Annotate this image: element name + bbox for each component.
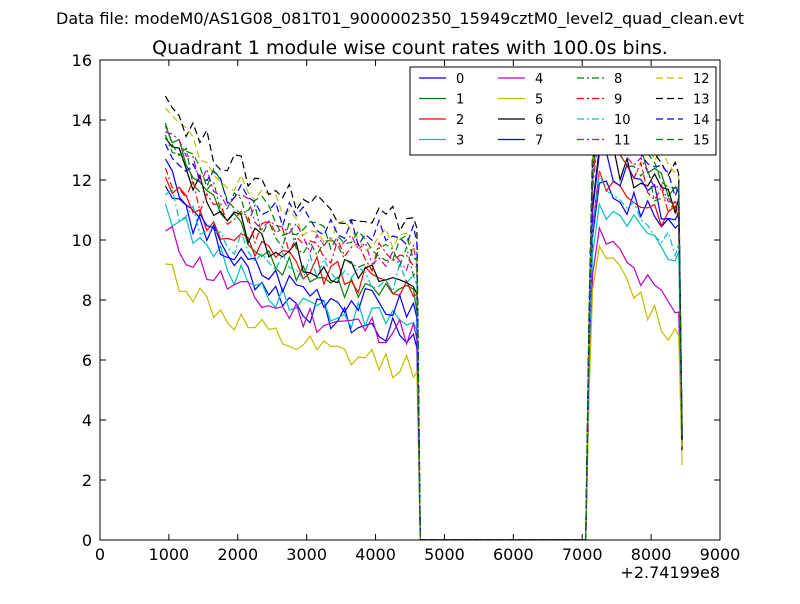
chart-title: Quadrant 1 module wise count rates with … [152, 37, 668, 59]
x-tick-label: 6000 [493, 545, 534, 564]
x-tick-label: 3000 [286, 545, 327, 564]
legend-label-9: 9 [614, 93, 622, 108]
legend-box [409, 66, 717, 156]
series-line-6 [164, 137, 683, 540]
legend-label-11: 11 [614, 134, 631, 149]
file-suptitle: Data file: modeM0/AS1G08_081T01_90000023… [56, 9, 744, 29]
series-line-3 [164, 201, 683, 540]
y-tick-label: 2 [82, 471, 92, 490]
x-tick-label: 8000 [631, 545, 672, 564]
legend-label-1: 1 [456, 93, 464, 108]
x-tick-label: 5000 [424, 545, 465, 564]
x-tick-label: 9000 [700, 545, 741, 564]
y-tick-label: 10 [72, 231, 92, 250]
legend-label-7: 7 [535, 134, 543, 149]
series-line-10 [165, 171, 683, 540]
y-tick-label: 8 [82, 291, 92, 310]
y-tick-label: 14 [72, 111, 92, 130]
x-tick-label: 4000 [355, 545, 396, 564]
legend-label-4: 4 [535, 72, 543, 87]
y-tick-label: 4 [82, 411, 92, 430]
x-offset-label: +2.74199e8 [620, 563, 720, 582]
series-line-4 [165, 225, 683, 540]
legend-label-0: 0 [456, 72, 464, 87]
y-tick-label: 6 [82, 351, 92, 370]
x-tick-label: 7000 [562, 545, 603, 564]
series-line-7 [164, 151, 683, 540]
legend-label-10: 10 [614, 113, 631, 128]
legend-label-13: 13 [693, 93, 710, 108]
x-tick-label: 0 [95, 545, 105, 564]
x-tick-label: 1000 [149, 545, 190, 564]
y-tick-label: 12 [72, 171, 92, 190]
x-tick-label: 2000 [217, 545, 258, 564]
legend-label-14: 14 [693, 113, 710, 128]
legend-label-2: 2 [456, 113, 464, 128]
legend-label-3: 3 [456, 134, 464, 149]
legend-label-6: 6 [535, 113, 543, 128]
y-tick-label: 0 [82, 531, 92, 550]
legend-label-5: 5 [535, 93, 543, 108]
series-line-5 [165, 244, 683, 540]
axes: 0 1000 2000 3000 4000 5000 6000 7000 8000 9000 0 2 4… [72, 51, 741, 564]
series-line-12 [164, 85, 683, 540]
series-line-8 [164, 110, 683, 540]
plot-area [164, 73, 683, 540]
y-tick-label: 16 [72, 51, 92, 70]
legend-label-15: 15 [693, 134, 710, 149]
legend-label-8: 8 [614, 72, 622, 87]
legend-label-12: 12 [693, 72, 710, 87]
